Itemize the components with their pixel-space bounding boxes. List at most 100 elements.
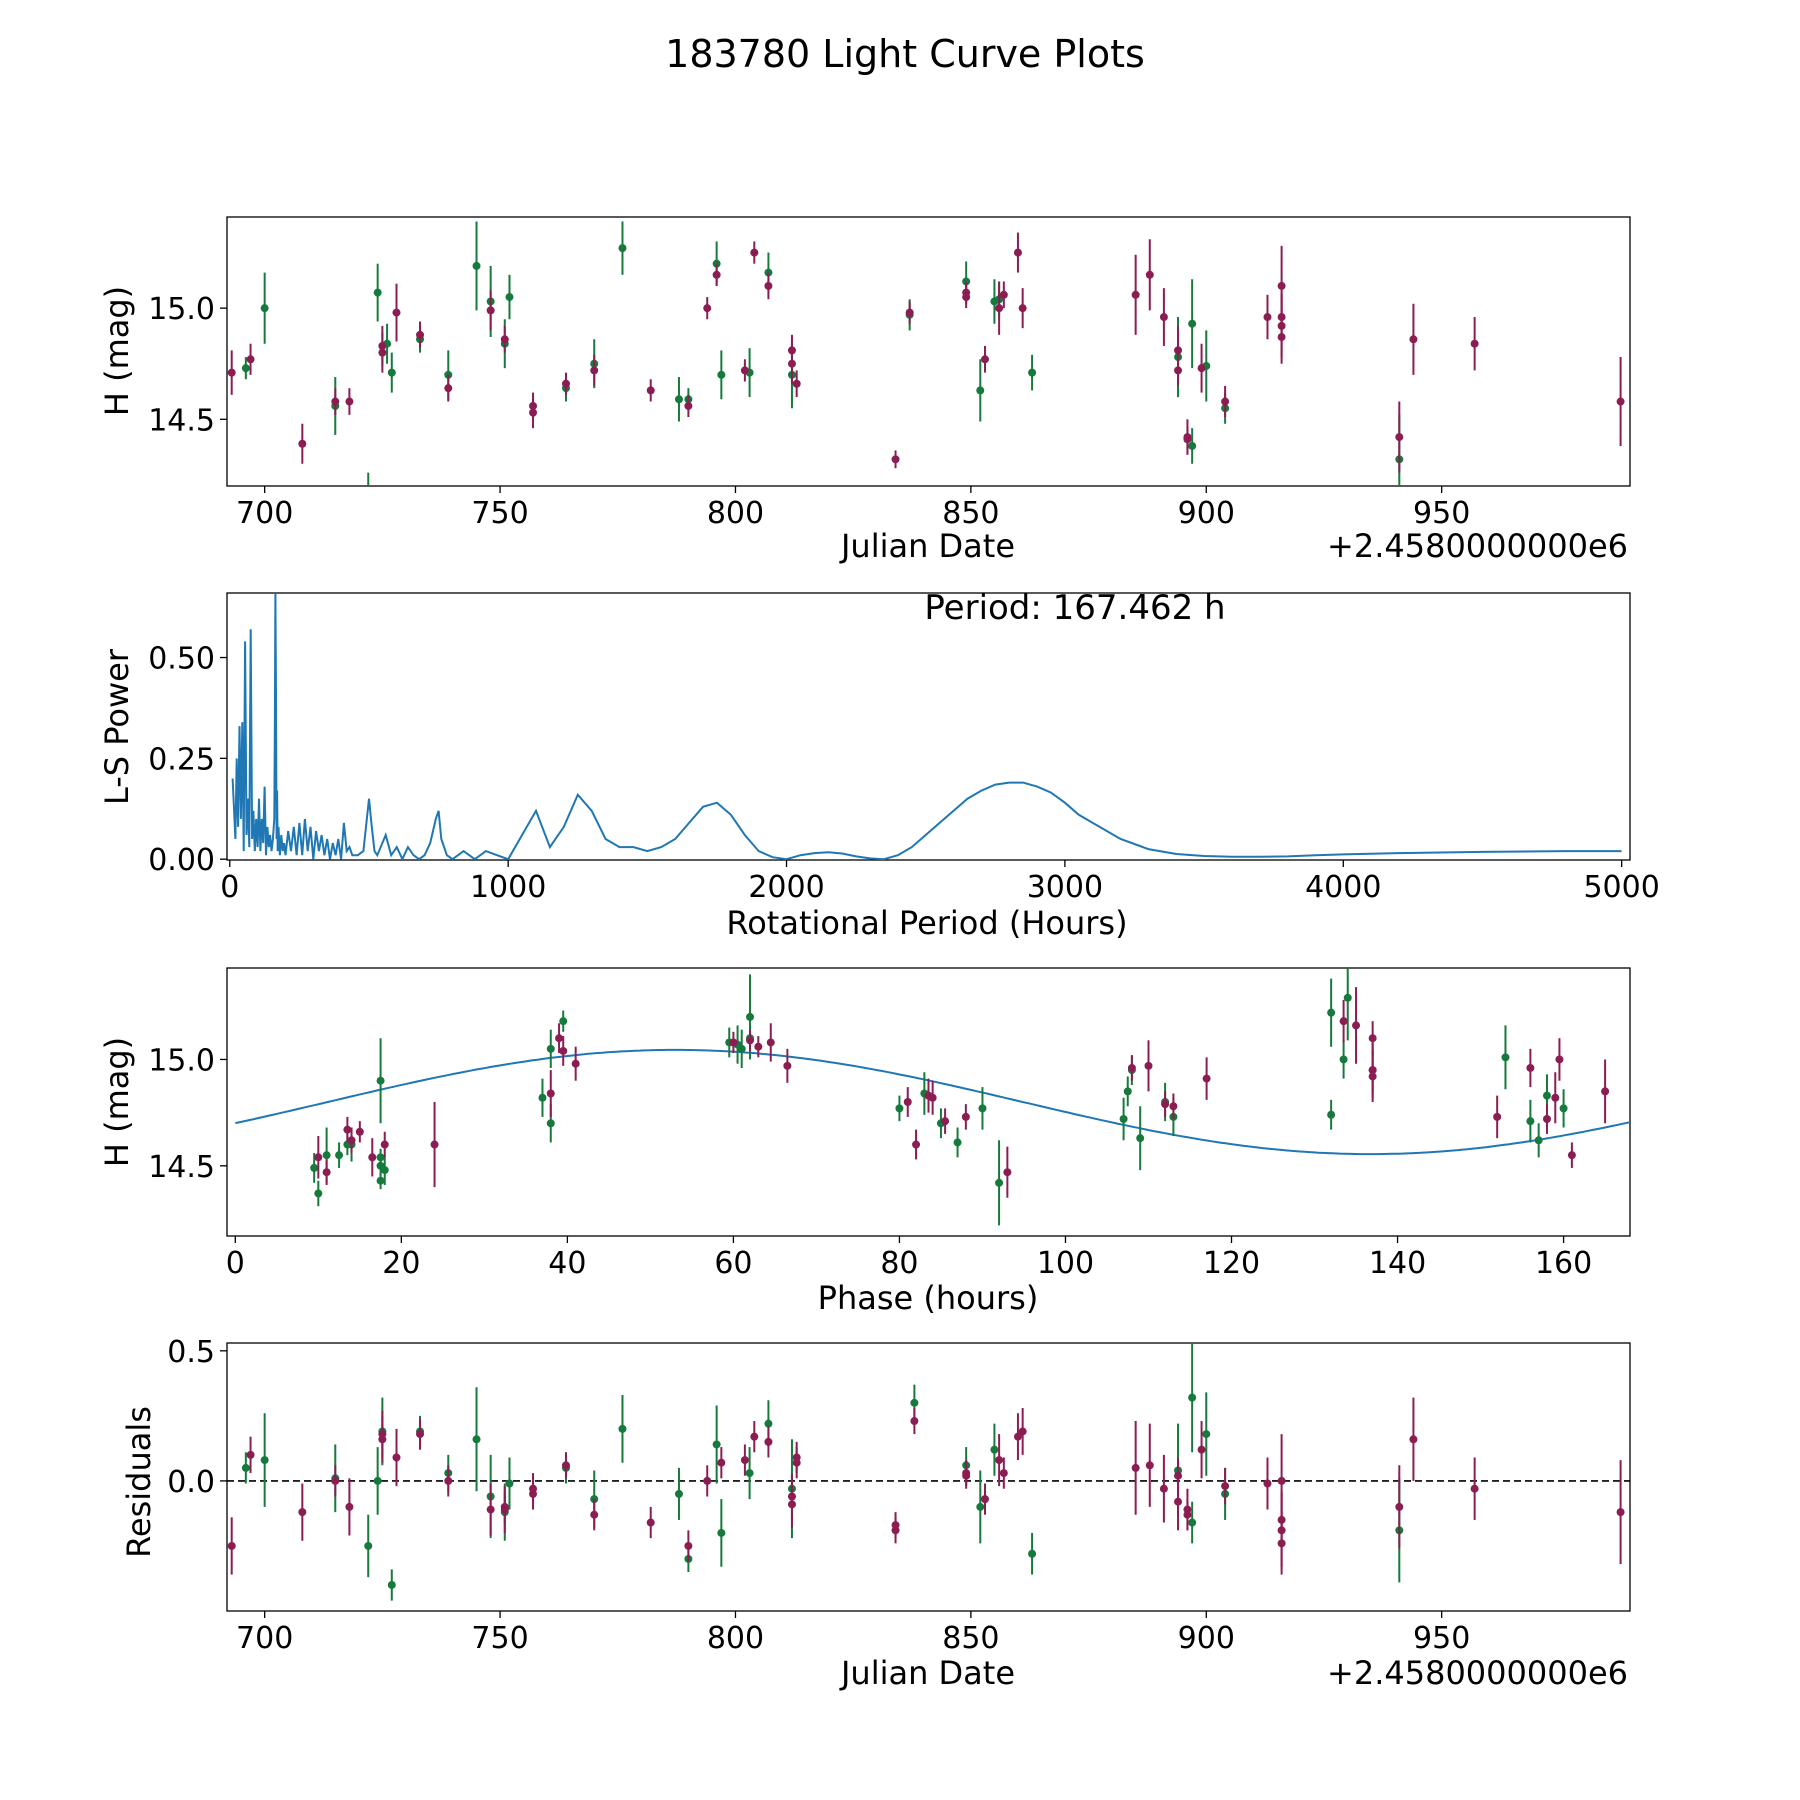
data-point <box>416 330 425 339</box>
data-point <box>684 1541 693 1550</box>
data-point <box>684 401 693 410</box>
data-point <box>486 1505 495 1514</box>
data-point <box>378 348 387 357</box>
data-point <box>737 1044 746 1053</box>
data-point <box>376 1176 385 1185</box>
data-point <box>472 1435 481 1444</box>
x-tick-label: 140 <box>1369 1246 1426 1281</box>
data-point <box>1221 397 1230 406</box>
data-point <box>1144 1061 1153 1070</box>
data-point <box>674 1489 683 1498</box>
periodogram-panel: 0 1000 2000 3000 4000 5000 0.00 0.25 0.50 Period… <box>98 588 1660 942</box>
data-point <box>980 355 989 364</box>
data-point <box>1183 1510 1192 1519</box>
data-point <box>618 1424 627 1433</box>
x-tick-label: 900 <box>1178 496 1235 531</box>
data-point <box>1501 1053 1510 1062</box>
data-point <box>746 1036 755 1045</box>
data-point <box>910 1398 919 1407</box>
data-point <box>962 1469 971 1478</box>
data-point <box>376 1076 385 1085</box>
residuals-xlabel: Julian Date <box>839 1654 1015 1692</box>
data-point <box>1169 1102 1178 1111</box>
data-point <box>674 395 683 404</box>
data-point <box>500 335 509 344</box>
data-point <box>1202 1430 1211 1439</box>
residuals-panel: 700 750 800 850 900 950 0.0 0.5 Julian Date Res… <box>120 1335 1631 1692</box>
data-point <box>529 1484 538 1493</box>
data-point <box>364 495 372 503</box>
data-point <box>1202 1074 1211 1083</box>
data-point <box>961 1112 970 1121</box>
data-point <box>746 1012 755 1021</box>
x-tick-label: 4000 <box>1305 870 1381 905</box>
data-point <box>928 1093 937 1102</box>
data-point <box>1183 435 1192 444</box>
data-point <box>380 1140 389 1149</box>
periodogram-ylabel: L-S Power <box>98 648 136 805</box>
x-tick-label: 900 <box>1178 1621 1235 1656</box>
y-tick-label: 0.50 <box>148 642 215 677</box>
x-tick-label: 750 <box>471 1621 528 1656</box>
light-curve-ylabel: H (mag) <box>98 286 136 416</box>
data-point <box>1470 1484 1479 1493</box>
periodogram-marks <box>231 593 1622 860</box>
data-point <box>1263 1479 1272 1488</box>
data-point <box>373 288 382 297</box>
data-point <box>1368 1066 1377 1075</box>
x-tick-label: 0 <box>226 1246 245 1281</box>
data-point <box>1616 397 1625 406</box>
data-point <box>976 1502 985 1511</box>
data-point <box>310 1163 319 1172</box>
data-point <box>1534 1136 1543 1145</box>
data-point <box>792 1453 801 1462</box>
data-point <box>335 1151 344 1160</box>
data-point <box>314 1189 323 1198</box>
data-point <box>941 1117 950 1126</box>
data-point <box>392 1453 401 1462</box>
x-tick-label: 700 <box>236 496 293 531</box>
data-point <box>505 1479 514 1488</box>
data-point <box>999 290 1008 299</box>
data-point <box>903 1098 912 1106</box>
residuals-frame <box>226 1342 1631 1612</box>
phased-curve-ticks: 0 20 40 60 80 100 120 140 160 14.5 15.0 <box>148 1043 1592 1281</box>
data-point <box>331 1476 340 1485</box>
data-point <box>999 1469 1008 1478</box>
period-annotation: Period: 167.462 h <box>924 588 1225 628</box>
data-point <box>241 364 250 373</box>
data-point <box>990 1445 999 1454</box>
x-tick-label: 60 <box>714 1246 752 1281</box>
x-tick-label: 100 <box>1037 1246 1094 1281</box>
x-tick-label: 750 <box>471 496 528 531</box>
data-point <box>980 1495 989 1504</box>
data-point <box>766 1038 775 1047</box>
data-point <box>1174 1471 1183 1480</box>
data-point <box>387 1580 396 1589</box>
data-point <box>754 1042 763 1051</box>
data-point <box>1188 1518 1197 1527</box>
data-point <box>792 379 801 388</box>
data-point <box>1339 1055 1348 1064</box>
data-point <box>430 1140 439 1149</box>
data-point <box>241 1463 250 1472</box>
y-tick-label: 15.0 <box>148 1043 215 1078</box>
data-point <box>347 1136 356 1145</box>
data-point <box>1127 1063 1136 1072</box>
data-point <box>1327 1110 1336 1119</box>
data-point <box>1395 1502 1404 1511</box>
phased-curve-frame <box>226 967 1631 1237</box>
data-point <box>1145 1461 1154 1470</box>
periodogram-ticks: 0 1000 2000 3000 4000 5000 0.00 0.25 0.50 <box>148 642 1660 905</box>
data-point <box>364 1541 373 1550</box>
data-point <box>703 1476 712 1485</box>
data-point <box>717 1458 726 1467</box>
data-point <box>444 384 453 393</box>
x-tick-label: 80 <box>880 1246 918 1281</box>
residuals-ticks: 700 750 800 850 900 950 0.0 0.5 <box>167 1335 1470 1656</box>
data-point <box>1567 1151 1576 1160</box>
light-curve-x-offset: +2.4580000000e6 <box>1327 527 1628 565</box>
data-point <box>343 1125 352 1134</box>
plot-area <box>227 221 1625 503</box>
data-point <box>1028 1549 1037 1558</box>
